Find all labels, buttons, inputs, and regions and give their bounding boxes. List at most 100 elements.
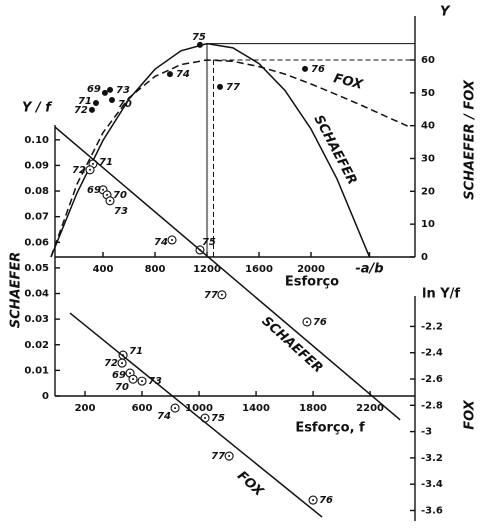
point [107,86,114,93]
y2ticks-tick-label: 0.03 [24,314,49,325]
point [166,71,173,78]
yticks-tick-label: 20 [421,186,435,197]
point [88,106,95,113]
point-label: 74 [157,411,171,422]
x-tick-label: 800 [145,264,166,275]
y2ticks-tick-label: -2.4 [421,348,443,359]
point-label: 77 [211,451,225,462]
point-center [91,162,94,165]
x-tick-label: -a/b [355,262,383,277]
point-center [305,320,308,323]
y2ticks-tick-label: -2.8 [421,400,443,411]
point-label: 76 [319,495,333,506]
y2-axis-note: SCHAEFER [9,252,24,329]
point-label: 77 [226,82,240,93]
yticks-tick-label: 30 [421,154,435,165]
point [196,41,203,48]
x-tick-label: 400 [93,264,114,275]
x-tick-label: 200 [75,403,96,414]
series-line [54,126,401,421]
point-label: 69 [87,84,101,95]
y2ticks-tick-label: 0.09 [24,160,49,171]
series-line [50,59,411,258]
point-label: 76 [311,64,325,75]
y2-axis-title: Y / f [22,101,53,116]
point-label: 75 [211,413,225,424]
y2-axis-title: ln Y/f [422,287,460,302]
point-center [312,499,315,502]
y2ticks-tick-label: -2.2 [421,321,443,332]
point-center [109,199,112,202]
point-label: 76 [313,317,327,328]
point [108,97,115,104]
series-line [69,312,323,518]
point-label: 72 [74,105,88,116]
series-label: FOX [332,71,365,93]
y-axis-title: Y [440,5,451,20]
point-label: 74 [176,69,190,80]
point-center [129,372,132,375]
x-tick-label: 2000 [297,264,325,275]
point-label: 72 [104,358,118,369]
x-axis-title: Esforço [285,275,339,290]
point [217,83,223,90]
point [92,100,99,107]
x-tick-label: 2200 [356,403,384,414]
y-axis-note: SCHAEFER / FOX [463,79,478,200]
point-center [220,293,223,296]
y2ticks-tick-label: -3.2 [421,453,443,464]
x-tick-label: 1600 [245,264,273,275]
point-label: 74 [154,237,168,248]
y2ticks-tick-label: -3 [421,427,432,438]
point-center [121,362,124,365]
point [101,89,108,96]
point-center [106,193,109,196]
x-tick-label: 1200 [193,264,221,275]
point-label: 75 [192,32,206,43]
point [302,65,309,72]
point-center [171,238,174,241]
y2ticks-tick-label: 0.10 [24,135,49,146]
point-center [174,407,177,410]
y2ticks-tick-label: 0.08 [24,186,49,197]
series-label: FOX [234,469,267,501]
y2ticks-tick-label: 0.04 [24,289,49,300]
point-label: 69 [87,185,101,196]
point-label: 69 [112,370,126,381]
point-label: 72 [72,165,86,176]
point-center [228,455,231,458]
x-tick-label: 1400 [242,403,270,414]
yticks-tick-label: 10 [421,219,435,230]
point-label: 71 [99,157,113,168]
y2ticks-tick-label: 0.01 [24,365,49,376]
point-center [141,380,144,383]
x-axis-title: Esforço, f [295,421,365,436]
yticks-tick-label: 0 [421,252,428,263]
point-label: 70 [115,382,129,393]
x-tick-label: 1800 [299,403,327,414]
y2-axis-note: FOX [463,399,478,429]
point-center [132,378,135,381]
y2ticks-tick-label: -3.4 [421,479,443,490]
point-label: 77 [204,290,218,301]
point-label: 75 [202,237,216,248]
point-center [204,417,207,420]
x-tick-label: 600 [132,403,153,414]
point-label: 71 [129,346,143,357]
y2ticks-tick-label: -2.6 [421,374,443,385]
x-tick-label: 1000 [185,403,213,414]
yticks-tick-label: 60 [421,55,435,66]
y2ticks-tick-label: 0.05 [24,263,49,274]
point-center [102,188,104,191]
point-label: 70 [113,190,127,201]
y2ticks-tick-label: 0.06 [24,237,49,248]
y2ticks-tick-label: 0.07 [24,212,49,223]
point-center [89,168,91,171]
point-label: 73 [116,85,130,96]
y2ticks-tick-label: 0 [42,391,49,402]
point-label: 73 [114,206,128,217]
yticks-tick-label: 50 [421,88,435,99]
point-label: 71 [78,96,92,107]
series-line [50,42,371,258]
